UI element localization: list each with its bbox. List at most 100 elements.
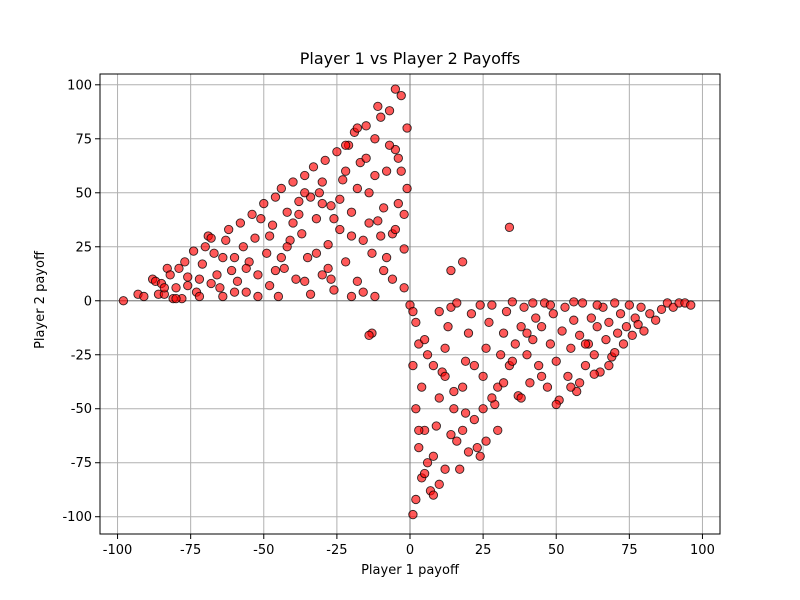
scatter-point xyxy=(409,307,417,315)
scatter-point xyxy=(403,124,411,132)
scatter-point xyxy=(461,357,469,365)
scatter-point xyxy=(315,189,323,197)
scatter-point xyxy=(523,351,531,359)
scatter-point xyxy=(628,331,636,339)
scatter-point xyxy=(494,426,502,434)
scatter-point xyxy=(520,303,528,311)
scatter-point xyxy=(549,310,557,318)
scatter-point xyxy=(224,225,232,233)
scatter-point xyxy=(464,448,472,456)
scatter-point xyxy=(195,292,203,300)
scatter-point xyxy=(324,264,332,272)
scatter-point xyxy=(353,184,361,192)
scatter-point xyxy=(189,247,197,255)
scatter-point xyxy=(458,426,466,434)
scatter-point xyxy=(488,394,496,402)
scatter-point xyxy=(242,288,250,296)
scatter-point xyxy=(385,141,393,149)
scatter-point xyxy=(230,253,238,261)
scatter-point xyxy=(529,299,537,307)
scatter-point xyxy=(409,510,417,518)
scatter-point xyxy=(292,275,300,283)
scatter-point xyxy=(388,275,396,283)
scatter-point xyxy=(289,178,297,186)
scatter-point xyxy=(429,452,437,460)
scatter-point xyxy=(508,357,516,365)
scatter-point xyxy=(412,495,420,503)
scatter-point xyxy=(476,452,484,460)
scatter-point xyxy=(184,281,192,289)
scatter-point xyxy=(341,258,349,266)
scatter-point xyxy=(219,292,227,300)
scatter-point xyxy=(277,184,285,192)
scatter-point xyxy=(330,286,338,294)
scatter-point xyxy=(415,426,423,434)
scatter-point xyxy=(233,277,241,285)
scatter-point xyxy=(295,197,303,205)
scatter-point xyxy=(476,301,484,309)
scatter-point xyxy=(333,148,341,156)
scatter-point xyxy=(473,443,481,451)
scatter-point xyxy=(222,236,230,244)
scatter-point xyxy=(219,253,227,261)
scatter-point xyxy=(359,288,367,296)
scatter-point xyxy=(581,361,589,369)
scatter-point xyxy=(394,199,402,207)
scatter-point xyxy=(271,193,279,201)
x-tick-label: 100 xyxy=(690,543,715,558)
scatter-point xyxy=(420,469,428,477)
x-tick-label: 50 xyxy=(548,543,565,558)
scatter-point xyxy=(570,298,578,306)
y-tick-label: -50 xyxy=(71,402,92,417)
scatter-point xyxy=(467,310,475,318)
scatter-point xyxy=(303,253,311,261)
scatter-point xyxy=(575,379,583,387)
scatter-point xyxy=(534,361,542,369)
scatter-point xyxy=(561,303,569,311)
scatter-point xyxy=(262,249,270,257)
scatter-point xyxy=(283,243,291,251)
scatter-point xyxy=(415,443,423,451)
scatter-point xyxy=(365,189,373,197)
scatter-point xyxy=(552,357,560,365)
scatter-point xyxy=(616,310,624,318)
scatter-point xyxy=(447,266,455,274)
scatter-point xyxy=(254,271,262,279)
y-tick-label: 25 xyxy=(75,240,92,255)
scatter-point xyxy=(365,331,373,339)
x-tick-label: -75 xyxy=(180,543,201,558)
scatter-point xyxy=(435,394,443,402)
scatter-point xyxy=(321,156,329,164)
scatter-point xyxy=(537,322,545,330)
scatter-point xyxy=(526,379,534,387)
scatter-point xyxy=(637,303,645,311)
scatter-point xyxy=(216,284,224,292)
scatter-point xyxy=(543,383,551,391)
scatter-point xyxy=(265,281,273,289)
scatter-point xyxy=(341,141,349,149)
scatter-point xyxy=(339,176,347,184)
scatter-point xyxy=(651,316,659,324)
scatter-point xyxy=(400,245,408,253)
scatter-point xyxy=(248,210,256,218)
scatter-point xyxy=(403,184,411,192)
scatter-point xyxy=(420,335,428,343)
scatter-point xyxy=(280,264,288,272)
scatter-point xyxy=(482,437,490,445)
scatter-point xyxy=(227,266,235,274)
scatter-point xyxy=(400,210,408,218)
scatter-point xyxy=(271,266,279,274)
scatter-point xyxy=(532,314,540,322)
scatter-point xyxy=(318,199,326,207)
scatter-point xyxy=(458,383,466,391)
scatter-point xyxy=(295,210,303,218)
scatter-point xyxy=(301,189,309,197)
scatter-point xyxy=(172,284,180,292)
scatter-point xyxy=(371,135,379,143)
scatter-point xyxy=(605,318,613,326)
scatter-point xyxy=(353,124,361,132)
x-tick-label: 0 xyxy=(406,543,414,558)
scatter-point xyxy=(312,214,320,222)
scatter-point xyxy=(379,204,387,212)
